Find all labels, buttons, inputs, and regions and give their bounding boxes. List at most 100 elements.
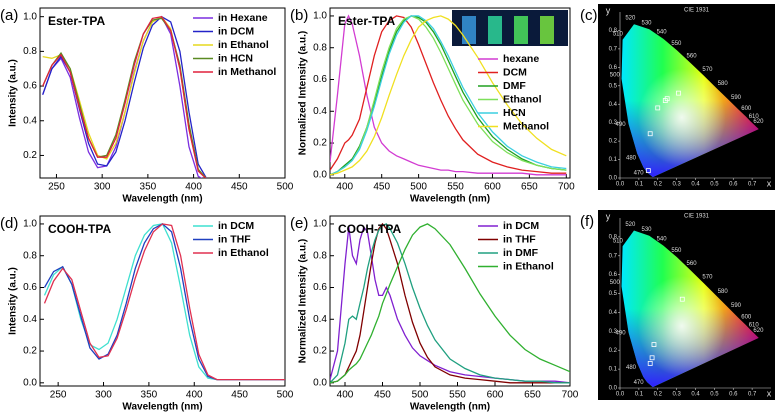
x-axis-label: Wavelength (nm) xyxy=(122,194,202,205)
x-tick-label: 250 xyxy=(48,182,65,193)
x-axis-label: x xyxy=(767,388,772,398)
y-tick-label: 0.4 xyxy=(313,106,327,117)
x-tick-label: 0.7 xyxy=(748,182,757,188)
locus-label: 560 xyxy=(687,54,698,60)
locus-label: 530 xyxy=(641,227,652,233)
x-tick-label: 0.5 xyxy=(710,182,719,188)
x-tick-label: 450 xyxy=(231,390,248,401)
y-tick-label: 0.7 xyxy=(609,253,618,259)
x-tick-label: 0.3 xyxy=(672,182,681,188)
y-tick-label: 0.8 xyxy=(313,42,327,53)
x-tick-label: 450 xyxy=(373,182,390,193)
y-tick-label: 1.0 xyxy=(23,219,37,230)
y-tick-label: 0.2 xyxy=(609,139,618,145)
series-line xyxy=(43,223,285,381)
axes-frame xyxy=(39,215,286,387)
legend-label: DMF xyxy=(503,80,526,92)
x-tick-label: 500 xyxy=(412,390,429,401)
locus-label: 590 xyxy=(731,303,742,309)
y-tick-label: 0.4 xyxy=(609,310,618,316)
x-tick-label: 400 xyxy=(185,182,202,193)
y-tick-label: 0.8 xyxy=(313,250,327,261)
y-axis-label: Intensity (a.u.) xyxy=(8,59,19,127)
y-tick-label: 0.6 xyxy=(609,272,618,278)
series-line xyxy=(330,223,570,384)
x-tick-label: 0.4 xyxy=(691,182,700,188)
series-line xyxy=(330,15,567,174)
legend-label: in DCM xyxy=(218,220,254,232)
y-tick-label: 0.4 xyxy=(609,102,618,108)
y-axis-label: Normalized Intensity (a.u.) xyxy=(298,239,309,363)
y-tick-label: 0.2 xyxy=(23,346,37,357)
x-tick-label: 700 xyxy=(558,182,575,193)
locus-label: 470 xyxy=(634,170,645,176)
series-line xyxy=(42,15,207,178)
x-tick-label: 0.0 xyxy=(616,392,625,398)
y-tick-label: 0.7 xyxy=(609,46,618,52)
locus-label: 500 xyxy=(610,73,621,79)
plot-lines xyxy=(330,14,567,176)
locus-label: 580 xyxy=(718,81,729,87)
locus-label: 550 xyxy=(671,41,682,47)
locus-label: 500 xyxy=(610,280,621,286)
x-tick-label: 450 xyxy=(231,182,248,193)
locus-label: 610 xyxy=(749,114,760,120)
x-tick-label: 350 xyxy=(140,182,157,193)
y-tick-label: 0.6 xyxy=(313,282,327,293)
axes-frame xyxy=(329,215,571,387)
locus-label: 510 xyxy=(613,238,624,244)
plot-lines xyxy=(330,222,570,384)
y-tick-label: 1.0 xyxy=(23,11,37,22)
y-tick-label: 0.0 xyxy=(313,377,327,388)
x-tick-label: 0.2 xyxy=(654,182,663,188)
legend-label: in DCM xyxy=(503,220,539,232)
panel-label: (f) xyxy=(580,213,594,230)
cie-point xyxy=(645,168,651,174)
locus-label: 540 xyxy=(657,236,668,242)
y-tick-label: 1.0 xyxy=(313,219,327,230)
x-tick-label: 300 xyxy=(94,182,111,193)
cie-gamut xyxy=(621,24,759,178)
panel-label: (d) xyxy=(0,215,18,232)
panel-label: (c) xyxy=(580,7,598,24)
cie-gamut xyxy=(621,230,759,388)
cie-point xyxy=(651,342,657,347)
x-tick-label: 650 xyxy=(521,182,538,193)
x-tick-label: 0.7 xyxy=(748,392,757,398)
x-tick-label: 0.4 xyxy=(691,392,700,398)
x-tick-label: 400 xyxy=(336,182,353,193)
legend-label: in DMF xyxy=(503,247,539,259)
x-tick-label: 250 xyxy=(50,390,67,401)
x-tick-label: 550 xyxy=(449,390,466,401)
legend-label: in THF xyxy=(503,233,536,245)
series-line xyxy=(330,15,567,176)
y-axis-label: y xyxy=(606,211,611,221)
y-tick-label: 0.0 xyxy=(609,386,618,392)
locus-label: 570 xyxy=(702,275,713,281)
cie-point xyxy=(679,296,685,302)
series-line xyxy=(330,14,567,176)
locus-label: 520 xyxy=(625,16,636,22)
axes-frame xyxy=(39,7,286,179)
y-tick-label: 0.5 xyxy=(609,83,618,89)
locus-label: 570 xyxy=(702,67,713,73)
panel-title: COOH-TPA xyxy=(338,222,401,236)
x-tick-label: 700 xyxy=(562,390,579,401)
locus-label: 480 xyxy=(626,155,637,161)
locus-label: 610 xyxy=(749,322,760,328)
x-tick-label: 0.5 xyxy=(710,392,719,398)
x-tick-label: 400 xyxy=(186,390,203,401)
y-tick-label: 1.0 xyxy=(313,11,327,22)
legend-label: Ethanol xyxy=(503,93,542,105)
y-tick-label: 0.1 xyxy=(609,157,618,163)
y-tick-label: 0.2 xyxy=(23,150,37,161)
series-line xyxy=(330,223,570,384)
legend-label: in HCN xyxy=(218,52,253,64)
series-line xyxy=(330,15,567,176)
y-tick-label: 0.8 xyxy=(23,250,37,261)
locus-label: 540 xyxy=(657,30,668,36)
panel-title: COOH-TPA xyxy=(48,222,111,236)
y-axis-label: Normalized Intensity (a.u.) xyxy=(298,31,309,155)
y-tick-label: 0.6 xyxy=(609,65,618,71)
x-tick-label: 600 xyxy=(487,390,504,401)
